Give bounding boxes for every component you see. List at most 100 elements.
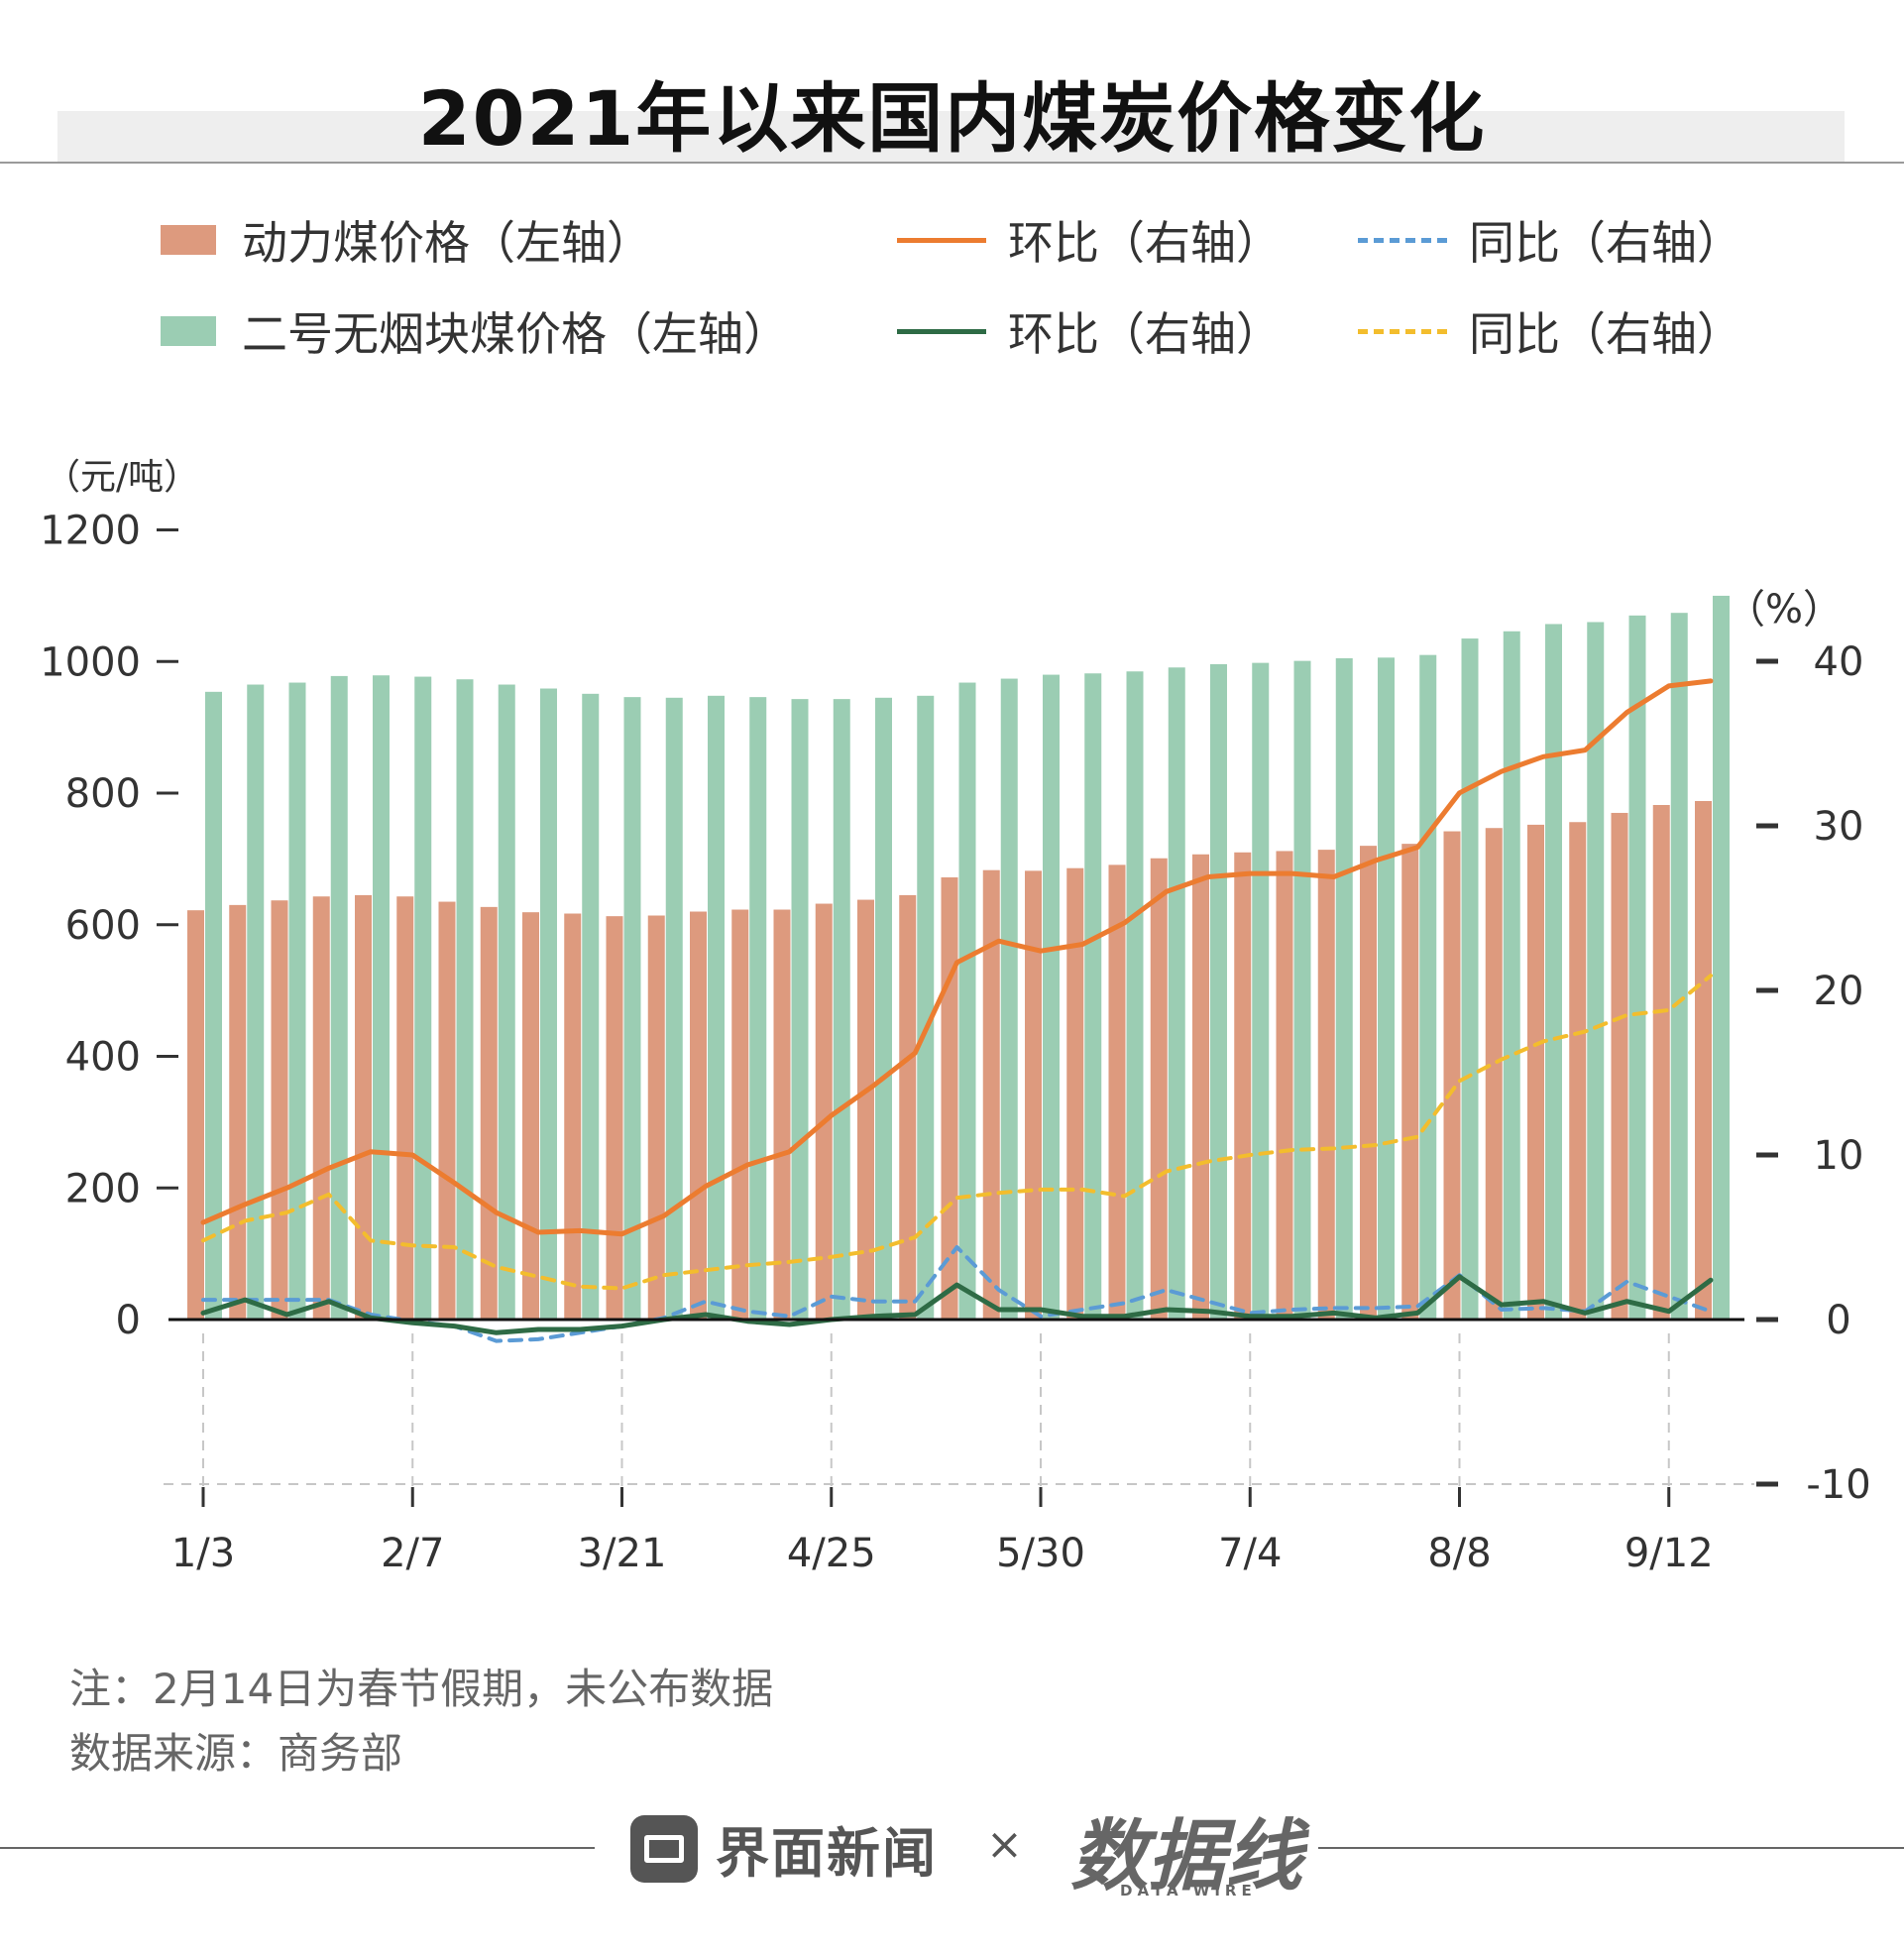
legend-item-anthracite-price: 二号无烟块煤价格（左轴） (161, 301, 789, 361)
datawire-subtitle: DATA WIRE (1120, 1882, 1257, 1900)
legend-swatch-anthracite-price (161, 316, 216, 346)
anth-tongbi-line (201, 974, 1713, 1291)
power-price-bar (1485, 828, 1503, 1320)
power-price-bar (355, 894, 372, 1320)
power-price-bar (396, 896, 414, 1320)
brand-cross: × (986, 1819, 1023, 1870)
power-price-bar (522, 912, 539, 1320)
power-price-bar (731, 909, 749, 1320)
x-axis-tick-label: 3/21 (578, 1531, 667, 1576)
jiemian-brand: 界面新闻 (630, 1809, 938, 1888)
anthracite-price-bar (1503, 631, 1520, 1320)
power-price-bar (690, 911, 707, 1320)
left-axis-tick-label: 800 (65, 771, 141, 817)
coal-price-chart: （元/吨） 0 200 400 600 800 1000 1200 （%） -10 0 10 20 30 4… (40, 457, 1870, 1576)
power-price-bar (1652, 804, 1670, 1320)
left-axis-tick-label: 200 (65, 1166, 141, 1211)
datawire-logo: 数据线 (1070, 1812, 1303, 1901)
jiemian-logo-icon (630, 1814, 698, 1883)
chart-title: 2021年以来国内煤炭价格变化 (417, 74, 1487, 163)
legend-item-anth-huanbi: 环比（右轴） (897, 301, 1282, 361)
left-axis-tick-label: 600 (65, 903, 141, 949)
anthracite-price-bar (456, 679, 474, 1320)
anthracite-price-bar (1628, 615, 1646, 1320)
anthracite-price-bar (1000, 678, 1018, 1320)
right-axis-tick-label: 0 (1826, 1298, 1850, 1343)
power-price-bar (1108, 864, 1126, 1320)
anthracite-price-bar (1126, 671, 1144, 1320)
legend-line-power-huanbi (897, 237, 986, 243)
footer-divider-left (0, 1847, 595, 1849)
left-axis-tick-label: 1200 (40, 509, 141, 554)
datawire-brand: 数据线 DATA WIRE (1070, 1794, 1302, 1903)
anthracite-price-bar (1587, 622, 1605, 1320)
x-axis-tick-label: 5/30 (996, 1531, 1085, 1576)
right-axis-tick-label: 40 (1814, 639, 1864, 685)
legend-label: 同比（右轴） (1469, 307, 1742, 361)
power-price-bar (857, 899, 874, 1320)
legend-line-power-tongbi (1358, 237, 1447, 243)
anthracite-price-bar (623, 697, 641, 1320)
right-axis-tick-label: 30 (1814, 804, 1864, 850)
anthracite-price-bar (1293, 660, 1311, 1320)
anthracite-price-bar (708, 695, 725, 1320)
right-axis-unit: （%） (1726, 587, 1843, 633)
anthracite-price-bar (665, 697, 683, 1320)
power-price-bar (1025, 870, 1042, 1320)
jiemian-name: 界面新闻 (716, 1822, 938, 1885)
anthracite-price-bar (1378, 657, 1395, 1320)
power-price-bar (1150, 858, 1168, 1320)
anthracite-price-bar (1670, 613, 1688, 1320)
anthracite-price-bar (1043, 674, 1060, 1320)
power-price-bar (941, 876, 958, 1320)
power-price-bar (1234, 852, 1252, 1320)
x-axis-tick-label: 9/12 (1624, 1531, 1714, 1576)
left-axis-unit: （元/吨） (45, 457, 199, 498)
anthracite-price-bar (582, 693, 600, 1320)
power-price-bar (982, 869, 1000, 1320)
left-axis-tick-label: 1000 (40, 639, 141, 685)
anth-huanbi-line (200, 1274, 1714, 1335)
power-price-bar (1695, 801, 1712, 1320)
legend-item-power-price: 动力煤价格（左轴） (161, 210, 652, 270)
power-price-bar (1276, 851, 1293, 1320)
anthracite-price-bar (1252, 662, 1270, 1320)
right-axis-tick-label: -10 (1806, 1462, 1870, 1508)
power-price-bar (1192, 854, 1209, 1320)
power-price-bar (1527, 824, 1544, 1320)
power-price-bar (1443, 831, 1461, 1320)
anthracite-price-bar (1335, 657, 1353, 1320)
power-price-bar (1569, 822, 1587, 1320)
power-huanbi-line (200, 678, 1714, 1237)
left-axis-tick-label: 400 (65, 1035, 141, 1081)
legend-item-anth-tongbi: 同比（右轴） (1358, 301, 1742, 361)
footer: 界面新闻 × 数据线 DATA WIRE (0, 1789, 1904, 1908)
power-price-bar (815, 903, 833, 1320)
x-axis-tick-label: 2/7 (381, 1531, 444, 1576)
left-axis-tick-label: 0 (116, 1298, 141, 1343)
power-price-bar (187, 910, 204, 1320)
power-price-bar (773, 909, 791, 1320)
legend-line-anth-tongbi (1358, 328, 1447, 334)
power-price-bar (606, 916, 623, 1320)
power-price-bar (438, 901, 456, 1320)
anthracite-price-bar (1210, 663, 1227, 1320)
anthracite-price-bar (833, 699, 850, 1320)
x-axis-tick-label: 4/25 (787, 1531, 876, 1576)
anthracite-price-bar (1419, 654, 1437, 1320)
power-price-bar (1611, 812, 1628, 1320)
x-axis-tick-label: 7/4 (1218, 1531, 1282, 1576)
anthracite-price-bar (1461, 638, 1479, 1320)
power-price-bar (229, 904, 247, 1320)
power-price-bar (564, 913, 582, 1320)
power-price-bar (480, 906, 498, 1320)
anthracite-price-bar (1168, 667, 1185, 1320)
anthracite-price-bar (330, 675, 348, 1320)
anthracite-price-bar (1084, 673, 1102, 1320)
anthracite-price-bar (791, 699, 809, 1320)
anthracite-price-bar (1713, 595, 1730, 1320)
legend-line-anth-huanbi (897, 328, 986, 334)
power-price-bar (1317, 850, 1335, 1320)
title-band (57, 111, 1845, 163)
legend-label: 动力煤价格（左轴） (242, 216, 652, 270)
